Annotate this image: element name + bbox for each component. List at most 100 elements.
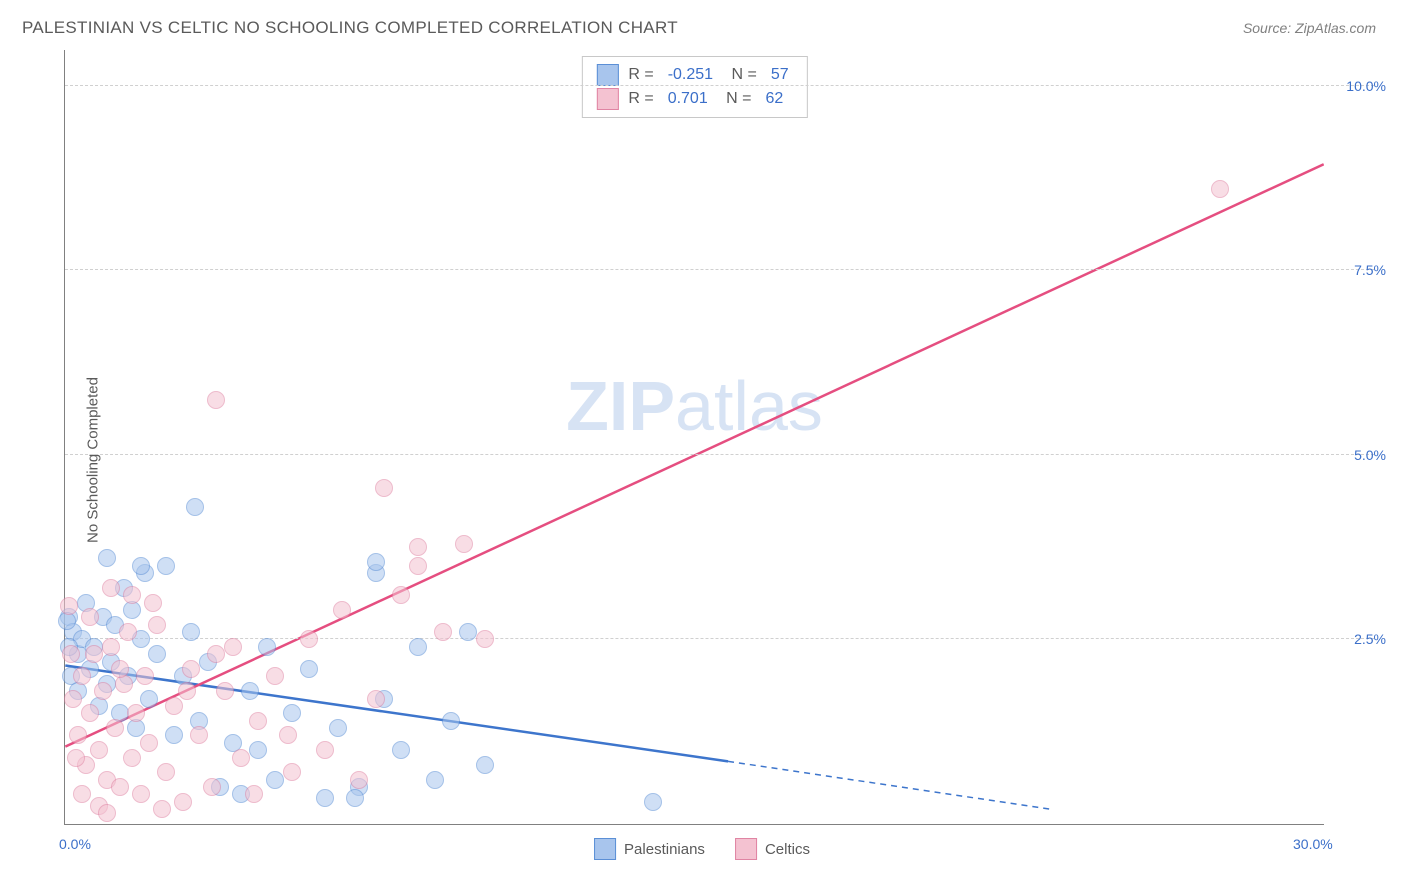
- scatter-point: [216, 682, 234, 700]
- series-legend-item: Celtics: [735, 838, 810, 860]
- legend-row: R =-0.251 N =57: [596, 63, 792, 87]
- gridline: [65, 269, 1374, 270]
- scatter-point: [157, 557, 175, 575]
- legend-r-value: -0.251: [664, 63, 717, 87]
- scatter-point: [346, 789, 364, 807]
- scatter-point: [81, 608, 99, 626]
- series-legend: Palestinians Celtics: [594, 838, 810, 860]
- scatter-point: [266, 771, 284, 789]
- scatter-point: [329, 719, 347, 737]
- scatter-point: [157, 763, 175, 781]
- gridline: [65, 85, 1374, 86]
- scatter-point: [98, 549, 116, 567]
- scatter-point: [178, 682, 196, 700]
- scatter-point: [241, 682, 259, 700]
- series-legend-item: Palestinians: [594, 838, 705, 860]
- legend-n-value: 57: [767, 63, 793, 87]
- scatter-point: [85, 645, 103, 663]
- scatter-point: [111, 778, 129, 796]
- scatter-point: [148, 645, 166, 663]
- legend-n-value: 62: [762, 87, 788, 111]
- scatter-point: [144, 594, 162, 612]
- y-tick-label: 2.5%: [1354, 631, 1386, 647]
- scatter-point: [64, 690, 82, 708]
- scatter-point: [245, 785, 263, 803]
- scatter-point: [203, 778, 221, 796]
- scatter-point: [102, 638, 120, 656]
- scatter-point: [434, 623, 452, 641]
- scatter-point: [186, 498, 204, 516]
- scatter-point: [459, 623, 477, 641]
- scatter-point: [367, 553, 385, 571]
- scatter-point: [140, 690, 158, 708]
- scatter-point: [127, 704, 145, 722]
- scatter-point: [266, 667, 284, 685]
- scatter-point: [62, 645, 80, 663]
- scatter-point: [426, 771, 444, 789]
- scatter-point: [90, 741, 108, 759]
- scatter-point: [81, 704, 99, 722]
- scatter-point: [123, 586, 141, 604]
- scatter-point: [455, 535, 473, 553]
- scatter-point: [283, 704, 301, 722]
- scatter-point: [111, 660, 129, 678]
- y-tick-label: 5.0%: [1354, 447, 1386, 463]
- y-tick-label: 7.5%: [1354, 262, 1386, 278]
- y-tick-label: 10.0%: [1346, 78, 1386, 94]
- scatter-point: [316, 741, 334, 759]
- scatter-point: [148, 616, 166, 634]
- scatter-point: [367, 690, 385, 708]
- legend-swatch: [596, 64, 618, 86]
- scatter-point: [136, 667, 154, 685]
- scatter-point: [73, 667, 91, 685]
- scatter-point: [392, 741, 410, 759]
- scatter-point: [258, 638, 276, 656]
- scatter-point: [316, 789, 334, 807]
- scatter-point: [279, 726, 297, 744]
- scatter-point: [300, 630, 318, 648]
- scatter-point: [119, 623, 137, 641]
- scatter-point: [94, 682, 112, 700]
- chart-title: PALESTINIAN VS CELTIC NO SCHOOLING COMPL…: [22, 18, 678, 38]
- scatter-point: [224, 638, 242, 656]
- scatter-point: [67, 749, 85, 767]
- legend-r-value: 0.701: [664, 87, 712, 111]
- gridline: [65, 454, 1374, 455]
- scatter-point: [140, 734, 158, 752]
- scatter-point: [375, 479, 393, 497]
- legend-swatch: [596, 88, 618, 110]
- correlation-legend: R = -0.251 N = 57R = 0.701 N = 62: [581, 56, 807, 118]
- x-tick-label: 30.0%: [1293, 836, 1333, 852]
- legend-swatch: [735, 838, 757, 860]
- scatter-point: [350, 771, 368, 789]
- scatter-point: [249, 712, 267, 730]
- series-name: Celtics: [765, 841, 810, 858]
- legend-r-label: R =: [628, 87, 653, 111]
- scatter-point: [69, 726, 87, 744]
- scatter-point: [123, 749, 141, 767]
- scatter-point: [283, 763, 301, 781]
- legend-row: R = 0.701 N = 62: [596, 87, 792, 111]
- trend-lines: [65, 50, 1324, 824]
- scatter-point: [102, 579, 120, 597]
- scatter-point: [300, 660, 318, 678]
- scatter-point: [207, 391, 225, 409]
- scatter-point: [153, 800, 171, 818]
- watermark: ZIPatlas: [566, 366, 823, 446]
- scatter-point: [106, 719, 124, 737]
- source-text: Source: ZipAtlas.com: [1243, 20, 1376, 36]
- chart-container: No Schooling Completed ZIPatlas R =-0.25…: [22, 50, 1382, 870]
- legend-n-label: N =: [727, 63, 757, 87]
- scatter-point: [182, 660, 200, 678]
- scatter-point: [1211, 180, 1229, 198]
- scatter-point: [409, 538, 427, 556]
- scatter-point: [165, 697, 183, 715]
- scatter-point: [232, 749, 250, 767]
- scatter-point: [207, 645, 225, 663]
- legend-n-label: N =: [722, 87, 752, 111]
- scatter-point: [409, 638, 427, 656]
- scatter-point: [98, 804, 116, 822]
- scatter-point: [182, 623, 200, 641]
- scatter-point: [165, 726, 183, 744]
- scatter-point: [476, 756, 494, 774]
